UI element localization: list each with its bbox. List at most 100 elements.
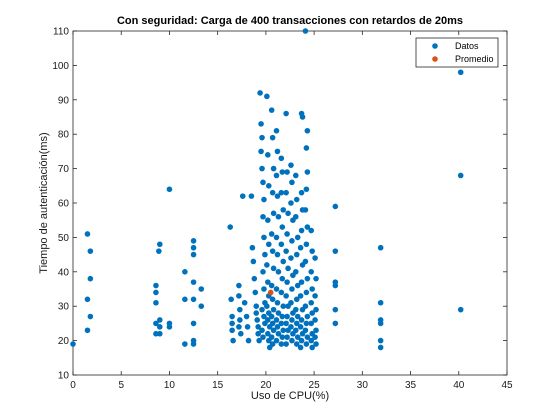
data-point — [308, 269, 315, 275]
x-tick-label: 20 — [260, 380, 272, 391]
data-point — [313, 327, 319, 334]
x-tick-label: 40 — [453, 380, 465, 391]
data-point — [289, 179, 295, 186]
data-point — [457, 172, 464, 179]
data-point — [303, 289, 310, 296]
data-point — [268, 334, 275, 340]
x-tick-label: 5 — [118, 380, 124, 391]
data-point — [298, 317, 305, 323]
data-point — [156, 248, 162, 254]
data-point — [268, 282, 275, 289]
data-point — [289, 286, 295, 292]
data-point — [264, 262, 270, 268]
y-tick-label: 40 — [58, 267, 70, 278]
data-point — [254, 317, 261, 323]
data-point — [284, 313, 290, 320]
data-point — [239, 193, 246, 199]
data-point — [241, 299, 248, 306]
data-point — [190, 296, 197, 303]
data-point — [270, 165, 277, 172]
data-point — [253, 303, 260, 310]
data-point — [273, 286, 280, 292]
data-point — [270, 210, 277, 217]
data-point — [303, 241, 310, 248]
data-point — [157, 317, 163, 323]
data-point — [157, 330, 163, 337]
data-point — [265, 317, 271, 323]
data-point — [275, 213, 282, 220]
data-point — [298, 189, 305, 196]
data-point — [236, 282, 242, 289]
data-point — [299, 114, 306, 120]
legend-marker-datos — [432, 43, 438, 49]
y-tick-label: 70 — [58, 164, 70, 175]
data-point — [237, 306, 243, 313]
data-point — [190, 279, 197, 285]
data-point — [283, 110, 289, 117]
data-point — [292, 269, 299, 275]
data-point — [273, 172, 280, 179]
data-point — [153, 299, 159, 306]
x-tick-label: 15 — [212, 380, 224, 391]
data-point — [309, 344, 315, 351]
y-tick-label: 20 — [58, 336, 70, 347]
data-point — [294, 313, 301, 320]
data-point — [308, 337, 315, 344]
x-tick-label: 10 — [164, 380, 176, 391]
chart-legend: Datos Promedio — [415, 37, 499, 68]
data-point — [280, 327, 287, 334]
data-point — [293, 296, 300, 303]
data-point — [332, 248, 339, 254]
data-point — [278, 289, 285, 296]
data-point — [261, 196, 267, 203]
data-point — [303, 341, 310, 347]
data-point — [198, 303, 205, 310]
data-point — [298, 337, 305, 344]
data-point — [297, 324, 304, 330]
data-point — [84, 327, 91, 334]
y-tick-label: 10 — [58, 371, 70, 382]
data-point — [270, 306, 277, 313]
series-promedio — [267, 289, 274, 296]
data-point — [304, 127, 311, 134]
data-point — [293, 196, 300, 203]
data-point — [230, 337, 236, 344]
data-point — [253, 310, 260, 316]
data-point — [297, 293, 304, 299]
data-point — [279, 334, 286, 340]
data-point — [303, 320, 310, 327]
data-point — [275, 310, 282, 316]
data-point — [292, 172, 299, 179]
data-point — [377, 320, 384, 327]
data-point — [228, 296, 234, 303]
axis-ticks: 0 5 10 15 20 25 30 35 40 45 10 20 30 40 50 60 70 80 90 100 1… — [52, 27, 513, 392]
data-point — [236, 324, 242, 330]
y-tick-label: 80 — [58, 130, 70, 141]
average-point — [267, 289, 274, 296]
data-point — [237, 317, 243, 323]
data-point — [313, 306, 319, 313]
data-point — [302, 303, 309, 310]
y-tick-label: 90 — [58, 95, 70, 106]
data-point — [280, 258, 287, 265]
data-point — [265, 183, 272, 189]
data-point — [274, 299, 281, 306]
data-point — [274, 324, 281, 330]
data-point — [278, 189, 285, 196]
data-point — [332, 306, 339, 313]
data-point — [298, 227, 305, 234]
data-point — [268, 231, 275, 237]
data-point — [279, 275, 286, 282]
data-point — [312, 317, 318, 323]
data-point — [302, 207, 309, 213]
data-point — [182, 296, 188, 303]
data-point — [302, 28, 309, 34]
y-tick-label: 30 — [58, 302, 70, 313]
data-point — [292, 327, 299, 334]
data-point — [260, 334, 266, 340]
chart-title: Con seguridad: Carga de 400 transaccione… — [117, 15, 463, 27]
data-point — [244, 324, 251, 330]
data-point — [288, 299, 294, 306]
data-point — [289, 337, 295, 344]
data-point — [255, 330, 261, 337]
